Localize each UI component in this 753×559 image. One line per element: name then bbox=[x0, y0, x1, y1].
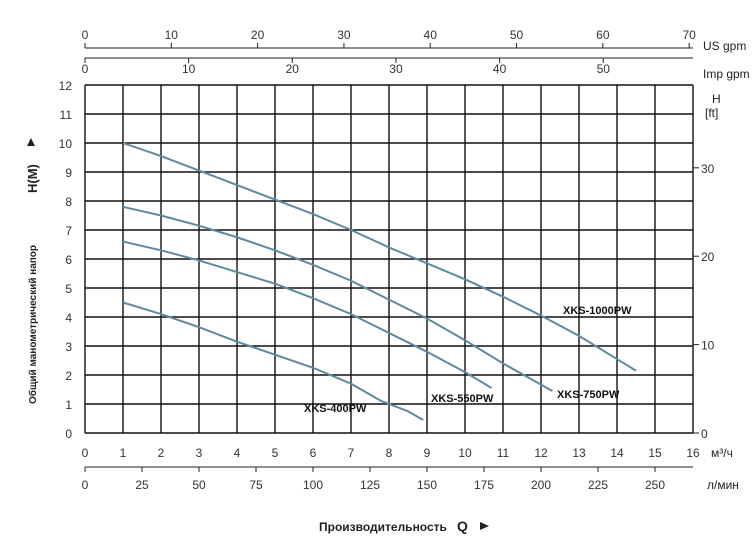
lmin-tick-label: 0 bbox=[82, 478, 89, 492]
y-tick-label: 10 bbox=[59, 137, 73, 151]
series-label: XKS-750PW bbox=[557, 389, 620, 401]
lmin-tick-label: 175 bbox=[474, 478, 494, 492]
performance-curves: XKS-400PW XKS-550PW XKS-750PW XKS-1000PW bbox=[122, 142, 637, 421]
y-axis-title-text: Общий манометрический напор bbox=[27, 245, 39, 404]
right-axis-label-h: H bbox=[712, 92, 721, 106]
x-tick-label: 12 bbox=[534, 446, 548, 460]
feet-axis-ticks: 0 10 20 30 bbox=[693, 162, 715, 441]
series-label: XKS-1000PW bbox=[563, 305, 632, 317]
m3h-unit-label: м³/ч bbox=[711, 446, 733, 460]
y-tick-label: 5 bbox=[65, 282, 72, 296]
lmin-tick-label: 225 bbox=[588, 478, 608, 492]
y-tick-label: 3 bbox=[65, 340, 72, 354]
plot-grid bbox=[84, 84, 694, 434]
x-tick-label: 4 bbox=[234, 446, 241, 460]
y-tick-label: 6 bbox=[65, 253, 72, 267]
lmin-tick-label: 200 bbox=[531, 478, 551, 492]
x-tick-label: 11 bbox=[497, 446, 510, 460]
x-tick-label: 3 bbox=[196, 446, 203, 460]
ft-tick-label: 10 bbox=[701, 339, 715, 353]
y-tick-label: 7 bbox=[65, 224, 72, 238]
imp-gpm-tick-label: 0 bbox=[82, 62, 89, 76]
x-tick-label: 15 bbox=[648, 446, 662, 460]
x-tick-label: 2 bbox=[158, 446, 165, 460]
ft-tick-label: 0 bbox=[701, 427, 708, 441]
right-axis-label-ft: [ft] bbox=[705, 106, 718, 120]
y-tick-label: 0 bbox=[65, 427, 72, 441]
x-tick-label: 9 bbox=[424, 446, 431, 460]
imp-gpm-tick-label: 50 bbox=[597, 62, 611, 76]
imp-gpm-tick-label: 40 bbox=[493, 62, 507, 76]
lmin-tick-label: 150 bbox=[417, 478, 437, 492]
imp-gpm-tick-label: 20 bbox=[286, 62, 300, 76]
y-tick-label: 1 bbox=[65, 398, 72, 412]
imp-gpm-tick-label: 30 bbox=[389, 62, 403, 76]
x-tick-label: 10 bbox=[458, 446, 472, 460]
ft-tick-label: 30 bbox=[701, 162, 715, 176]
lmin-tick-label: 250 bbox=[645, 478, 665, 492]
x-axis-arrow-icon bbox=[480, 522, 489, 530]
lmin-tick-label: 50 bbox=[192, 478, 206, 492]
x-tick-label: 1 bbox=[120, 446, 127, 460]
y-tick-label: 4 bbox=[65, 311, 72, 325]
us-gpm-tick-label: 70 bbox=[682, 28, 696, 42]
series-label: XKS-550PW bbox=[431, 393, 494, 405]
imp-gpm-unit-label: Imp gpm bbox=[703, 67, 750, 81]
us-gpm-tick-label: 60 bbox=[596, 28, 610, 42]
y-axis-symbol: H(M) bbox=[25, 164, 40, 193]
y-tick-label: 12 bbox=[59, 79, 73, 93]
x-tick-label: 14 bbox=[610, 446, 624, 460]
us-gpm-tick-label: 10 bbox=[165, 28, 179, 42]
lmin-unit-label: л/мин bbox=[707, 478, 739, 492]
x-tick-label: 7 bbox=[348, 446, 355, 460]
y-tick-label: 2 bbox=[65, 369, 72, 383]
us-gpm-tick-label: 40 bbox=[424, 28, 438, 42]
series-label: XKS-400PW bbox=[304, 403, 367, 415]
y-axis-arrow-icon bbox=[27, 138, 35, 146]
us-gpm-unit-label: US gpm bbox=[703, 39, 746, 53]
curve-xks-1000pw bbox=[122, 142, 637, 372]
y-axis-title: Общий манометрический напор H(M) bbox=[25, 138, 40, 404]
y-tick-label: 11 bbox=[60, 108, 73, 122]
us-gpm-tick-label: 20 bbox=[251, 28, 265, 42]
x-tick-label: 5 bbox=[272, 446, 279, 460]
lmin-tick-label: 75 bbox=[249, 478, 263, 492]
imp-gpm-axis: 0 10 20 30 40 50 Imp gpm bbox=[82, 57, 750, 81]
imp-gpm-tick-label: 10 bbox=[182, 62, 196, 76]
us-gpm-tick-label: 30 bbox=[337, 28, 351, 42]
lmin-axis: 0 25 50 75 100 125 150 175 200 225 250 л/мин bbox=[82, 466, 739, 492]
us-gpm-tick-label: 0 bbox=[82, 28, 89, 42]
x-tick-label: 16 bbox=[686, 446, 700, 460]
x-tick-label: 6 bbox=[310, 446, 317, 460]
us-gpm-axis: 0 10 20 30 40 50 60 70 US gpm bbox=[82, 28, 747, 53]
x-axis-title-text: Производительность bbox=[319, 520, 447, 534]
x-axis-title: Производительность Q bbox=[319, 518, 489, 534]
curve-xks-400pw bbox=[122, 301, 424, 421]
curve-xks-750pw bbox=[122, 205, 553, 392]
us-gpm-tick-label: 50 bbox=[510, 28, 524, 42]
y-tick-label: 8 bbox=[65, 195, 72, 209]
lmin-tick-label: 25 bbox=[135, 478, 149, 492]
x-tick-label: 13 bbox=[572, 446, 586, 460]
x-tick-label: 8 bbox=[386, 446, 393, 460]
lmin-tick-label: 125 bbox=[360, 478, 380, 492]
curve-xks-550pw bbox=[122, 240, 493, 389]
flow-m3h-axis-ticks: 0 1 2 3 4 5 6 7 8 9 10 11 12 13 14 15 16 bbox=[82, 446, 700, 460]
y-tick-label: 9 bbox=[65, 166, 72, 180]
lmin-tick-label: 100 bbox=[303, 478, 323, 492]
x-axis-symbol: Q bbox=[457, 518, 468, 534]
x-tick-label: 0 bbox=[82, 446, 89, 460]
ft-tick-label: 20 bbox=[701, 250, 715, 264]
